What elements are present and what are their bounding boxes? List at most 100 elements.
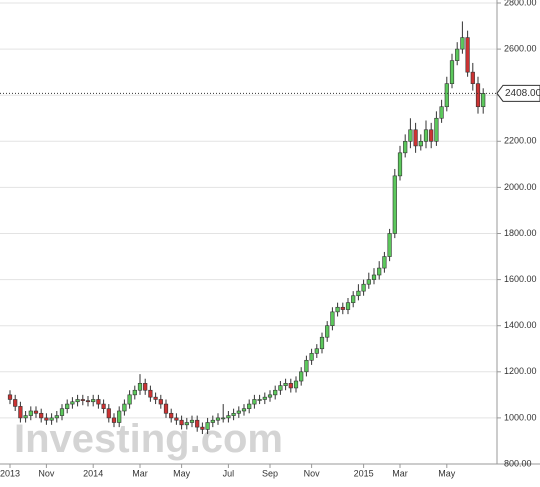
- x-tick-label: 2015: [354, 468, 374, 478]
- candle-body: [319, 336, 325, 350]
- y-tick-label: 2000.00: [504, 182, 537, 192]
- plot: [7, 21, 486, 435]
- candle-body: [44, 417, 49, 421]
- y-tick-label: 1800.00: [504, 228, 537, 238]
- candle-body: [309, 353, 314, 361]
- candle-body: [288, 383, 293, 389]
- candle-body: [465, 37, 470, 73]
- candle-body: [397, 152, 403, 177]
- y-tick-label: 1400.00: [504, 320, 537, 330]
- watermark: Investing.com: [14, 417, 283, 461]
- candle-body: [231, 412, 236, 416]
- candle-body: [304, 359, 309, 373]
- candle-body: [293, 380, 299, 389]
- candle-body: [371, 274, 377, 280]
- candle-body: [481, 93, 486, 108]
- candle-body: [267, 394, 273, 398]
- candle-body: [195, 419, 200, 428]
- x-tick-label: Nov: [38, 468, 55, 478]
- x-tick-label: Nov: [304, 468, 321, 478]
- candle-body: [111, 417, 117, 423]
- candle-body: [7, 394, 13, 400]
- y-tick-label: 2200.00: [504, 136, 537, 146]
- candle-body: [449, 60, 455, 84]
- candle-body: [366, 279, 371, 285]
- candle-body: [132, 389, 137, 396]
- candle-body: [54, 415, 59, 419]
- candle-body: [377, 267, 382, 276]
- candle-body: [184, 422, 189, 426]
- candle-body: [23, 415, 28, 419]
- x-tick-label: Mar: [392, 468, 408, 478]
- candle-body: [18, 406, 23, 419]
- x-tick-label: 2013: [0, 468, 20, 478]
- candle-body: [345, 302, 351, 310]
- candle-body: [221, 417, 226, 420]
- candle-body: [137, 383, 143, 391]
- candle-body: [169, 412, 174, 419]
- candle-body: [262, 396, 267, 400]
- candle-body: [174, 417, 179, 421]
- y-tick-label: 2800.00: [504, 0, 537, 7]
- candle-body: [408, 129, 413, 142]
- candle-body: [392, 175, 397, 234]
- candle-body: [418, 141, 423, 147]
- y-tick-label: 800.00: [504, 458, 532, 468]
- candle-body: [247, 403, 252, 409]
- current-price-label: 2408.00: [505, 88, 540, 99]
- candle-body: [106, 408, 111, 419]
- candle-body: [382, 256, 387, 269]
- candle-body: [413, 129, 418, 147]
- candle-body: [28, 410, 33, 416]
- candle-body: [189, 419, 195, 423]
- candle-body: [283, 383, 288, 386]
- candle-body: [314, 348, 319, 354]
- candle-body: [75, 399, 80, 403]
- candle-body: [101, 403, 106, 409]
- x-tick-label: Sep: [262, 468, 278, 478]
- candle-body: [460, 37, 465, 50]
- candle-body: [210, 419, 215, 423]
- y-tick-label: 2600.00: [504, 43, 537, 53]
- candle-body: [387, 233, 392, 257]
- candle-body: [59, 408, 65, 416]
- candle-body: [33, 410, 39, 414]
- y-tick-label: 1200.00: [504, 366, 537, 376]
- candle-body: [85, 400, 91, 403]
- candle-body: [200, 426, 205, 430]
- candle-body: [179, 419, 184, 426]
- candle-body: [356, 290, 361, 297]
- candle-body: [340, 306, 345, 310]
- candle-body: [299, 371, 304, 382]
- x-tick-label: Jul: [223, 468, 235, 478]
- candle-body: [163, 403, 169, 414]
- candle-body: [65, 403, 70, 409]
- candle-body: [278, 385, 283, 391]
- candle-body: [96, 399, 101, 405]
- candle-body: [351, 295, 356, 303]
- candle-body: [423, 129, 429, 142]
- candle-body: [122, 403, 127, 412]
- candle-body: [205, 422, 210, 430]
- candle-body: [335, 306, 340, 313]
- candle-body: [455, 48, 460, 61]
- x-tick-label: May: [438, 468, 456, 478]
- candle-body: [439, 106, 444, 119]
- candle-body: [153, 396, 158, 400]
- candle-body: [226, 415, 231, 419]
- candle-body: [143, 383, 148, 391]
- candle-body: [325, 325, 330, 338]
- candle-body: [273, 389, 278, 396]
- candle-body: [148, 389, 153, 398]
- candle-body: [91, 399, 96, 403]
- x-tick-label: 2014: [83, 468, 103, 478]
- candle-body: [236, 410, 241, 414]
- candle-body: [70, 401, 75, 405]
- grid: [0, 2, 497, 465]
- candle-body: [434, 117, 439, 142]
- y-tick-label: 1600.00: [504, 274, 537, 284]
- candle-body: [403, 141, 408, 154]
- candle-body: [158, 399, 163, 405]
- candle-body: [127, 394, 132, 405]
